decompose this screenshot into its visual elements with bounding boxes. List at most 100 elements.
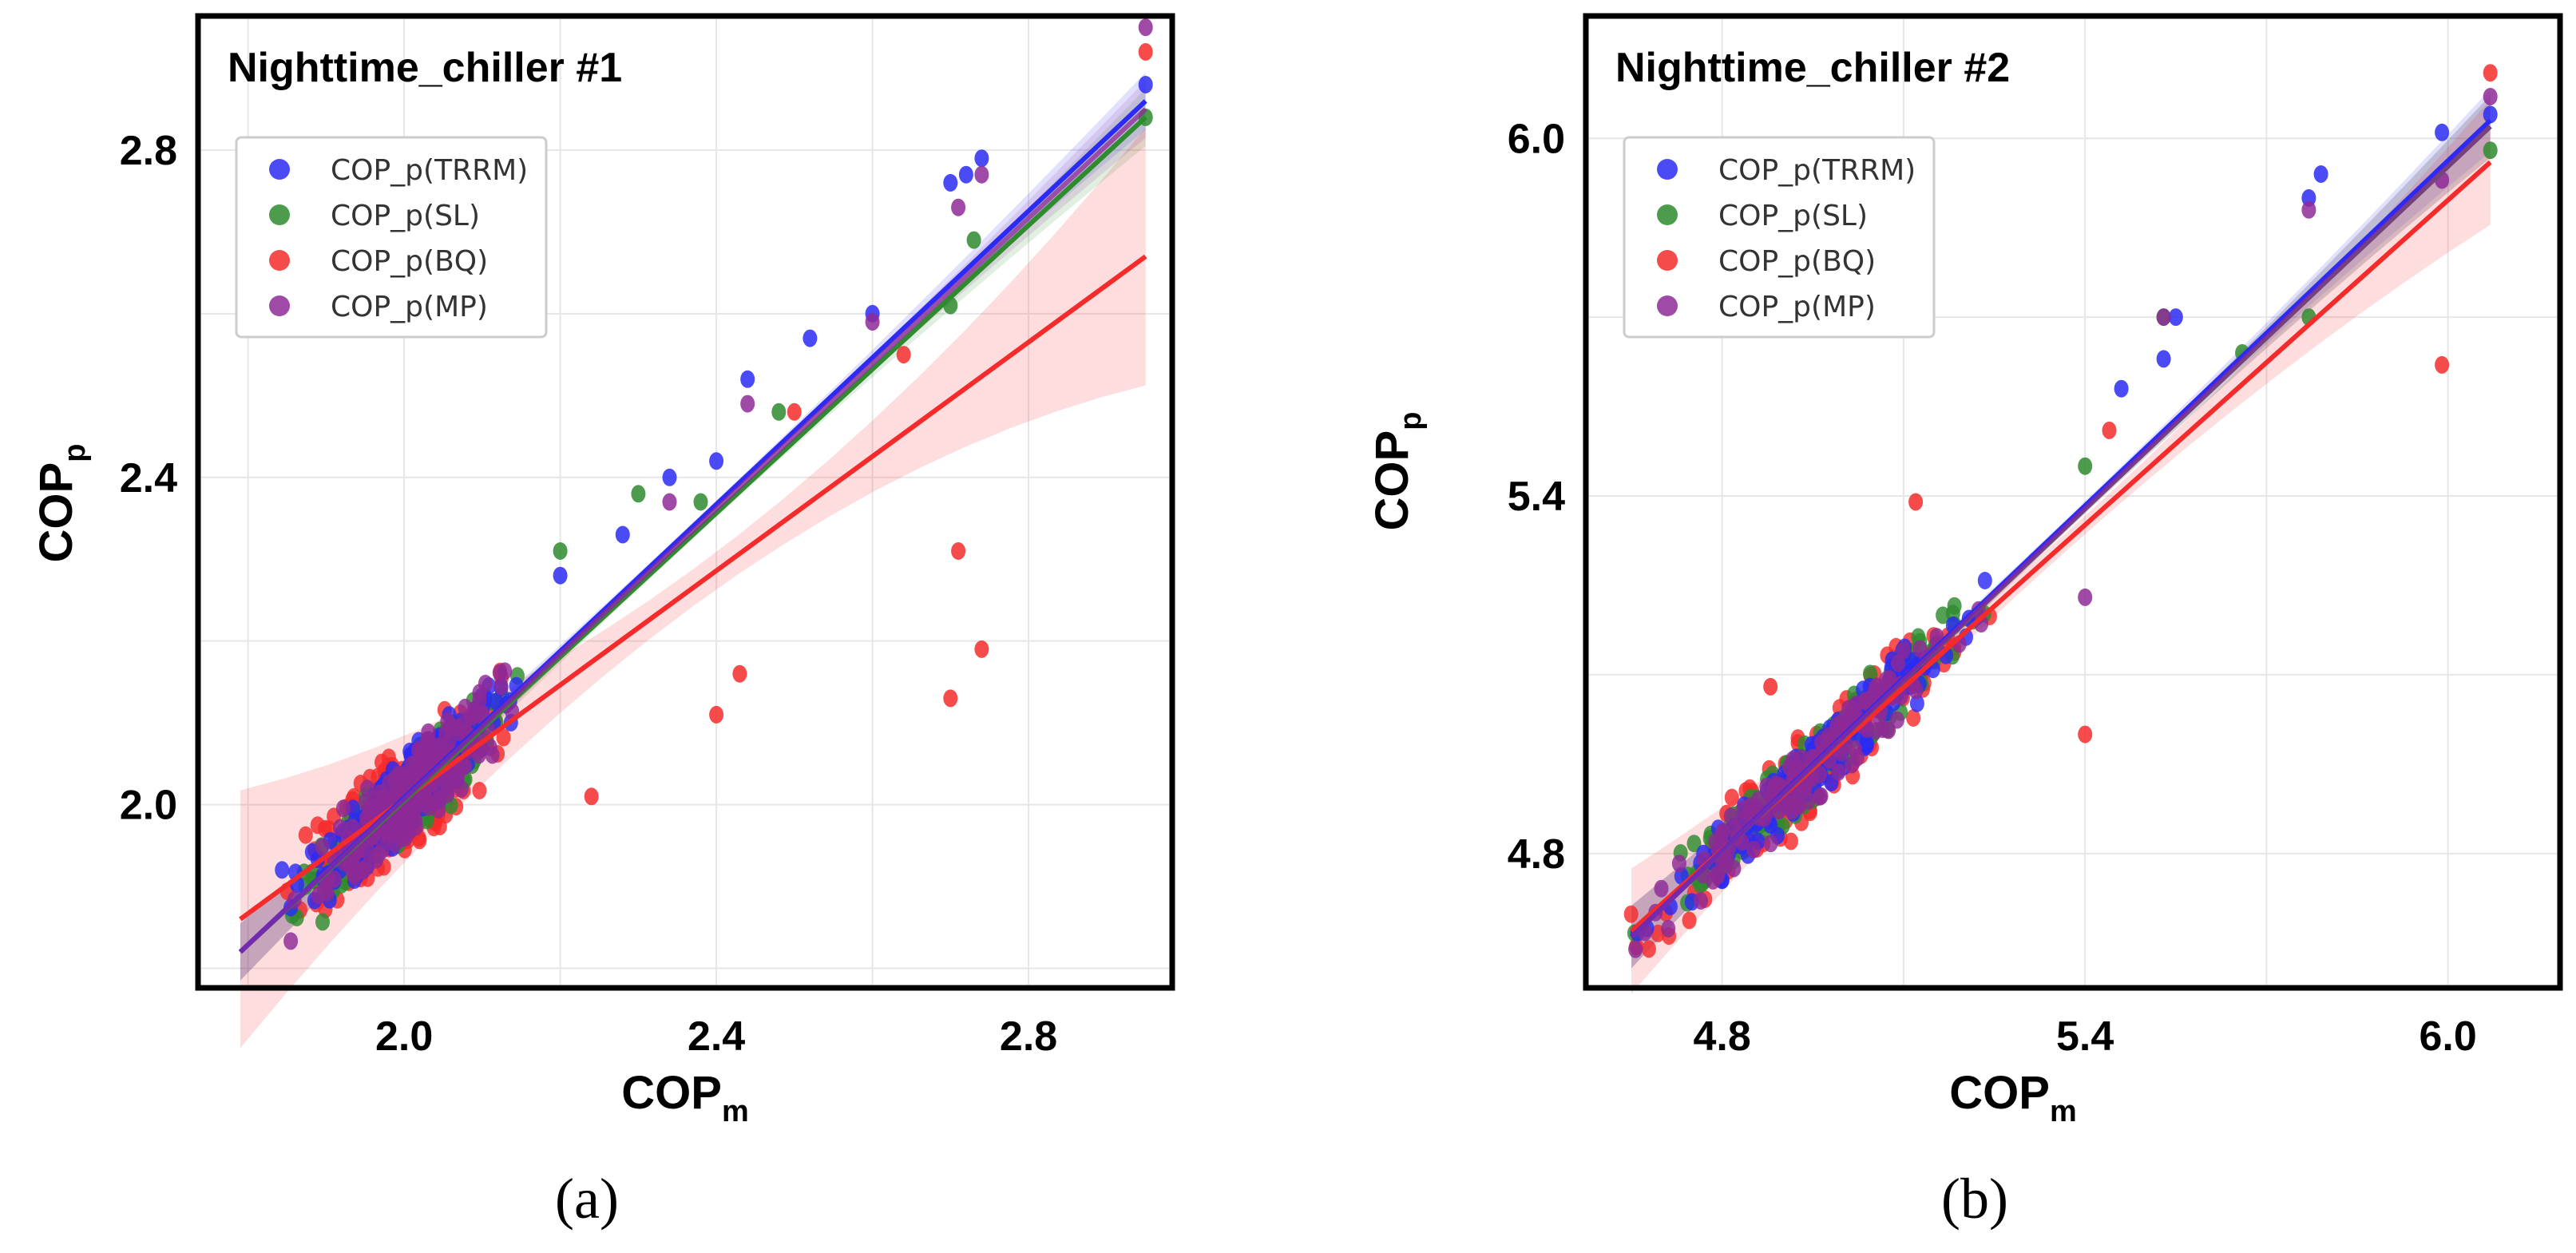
legend-marker-trrm [269, 159, 290, 180]
x-axis-label-sub-b: m [2050, 1095, 2077, 1128]
legend-marker-bq [1657, 250, 1678, 271]
point-mp [2301, 200, 2316, 219]
point-bq [974, 640, 989, 658]
point-mp [1138, 18, 1153, 37]
point-trrm [2156, 350, 2171, 368]
point-mp [332, 819, 347, 837]
point-mp [442, 732, 457, 750]
point-mp [1751, 791, 1766, 809]
point-bq [1138, 43, 1153, 61]
point-trrm [2313, 165, 2328, 183]
point-mp [1654, 879, 1669, 898]
point-mp [1763, 835, 1778, 853]
fit-line-mp [1629, 125, 2492, 939]
point-sl [2078, 457, 2093, 475]
point-mp [1868, 681, 1882, 700]
panel-title-a: Nighttime_chiller #1 [228, 45, 622, 91]
point-sl [693, 493, 708, 511]
chart-panel-b: Nighttime_chiller #2 COP_p(TRRM) COP_p(SL… [1288, 0, 2576, 1253]
point-mp [408, 754, 423, 772]
point-mp [335, 799, 351, 818]
legend-marker-mp [269, 295, 290, 316]
plot-frame-b [1583, 13, 2563, 991]
point-mp [375, 841, 390, 859]
legend-marker-sl [1657, 204, 1678, 225]
y-tick-label: 2.4 [120, 455, 177, 502]
point-trrm [974, 149, 989, 168]
point-mp [416, 788, 430, 807]
legend-label-trrm: COP_p(TRRM) [1718, 154, 1916, 187]
legend-label-sl: COP_p(SL) [1718, 200, 1868, 232]
point-mp [478, 674, 493, 692]
point-mp [317, 882, 331, 900]
point-bq [943, 689, 958, 708]
point-trrm [943, 173, 958, 192]
point-mp [1858, 692, 1873, 710]
point-mp [385, 815, 400, 833]
point-mp [327, 870, 342, 888]
point-mp [482, 738, 497, 756]
scatter-plot-b: Nighttime_chiller #2 COP_p(TRRM) COP_p(SL… [1366, 13, 2563, 1231]
x-axis-label-sub-a: m [722, 1095, 749, 1128]
y-tick-labels-a: 2.0 2.4 2.8 [120, 128, 177, 829]
panel-title-b: Nighttime_chiller #2 [1615, 45, 2010, 91]
point-mp [1785, 751, 1801, 769]
point-mp [315, 838, 330, 856]
point-bq [2078, 725, 2093, 743]
x-tick-label: 4.8 [1694, 1013, 1751, 1060]
point-mp [1813, 787, 1828, 806]
y-tick-label: 6.0 [1508, 116, 1565, 162]
y-axis-label-main-b: COP [1366, 430, 1418, 531]
point-bq [732, 664, 747, 683]
point-trrm [958, 165, 973, 184]
chart-panel-a: Nighttime_chiller #1 COP_p(TRRM) COP_p(SL… [30, 13, 1175, 1231]
x-axis-label-b: COPm [1949, 1067, 2076, 1128]
point-sl [631, 485, 646, 503]
x-tick-labels-a: 2.0 2.4 2.8 [375, 1013, 1057, 1060]
point-bq [472, 782, 487, 799]
point-mp [458, 757, 472, 775]
legend-label-mp: COP_p(MP) [1718, 291, 1876, 323]
panel-caption-a: (a) [555, 1167, 619, 1231]
point-trrm [803, 329, 818, 347]
point-trrm [1977, 572, 1992, 589]
point-mp [2483, 88, 2498, 105]
point-sl [315, 913, 330, 931]
legend-a: COP_p(TRRM) COP_p(SL) COP_p(BQ) COP_p(MP) [235, 136, 548, 339]
point-sl [2483, 141, 2498, 160]
point-sl [553, 542, 568, 560]
y-axis-label-main-a: COP [30, 462, 82, 563]
point-bq [496, 728, 511, 747]
point-mp [1746, 840, 1761, 858]
legend-label-mp: COP_p(MP) [331, 291, 488, 323]
point-mp [1814, 734, 1829, 752]
point-bq [1763, 677, 1778, 696]
point-mp [865, 313, 880, 331]
point-bq [709, 705, 724, 724]
x-tick-labels-b: 4.8 5.4 6.0 [1694, 1013, 2477, 1060]
point-mp [1849, 748, 1865, 767]
point-bq [951, 542, 966, 560]
point-mp [440, 712, 455, 730]
legend-box [235, 136, 548, 339]
x-tick-label: 5.4 [2056, 1013, 2114, 1060]
point-mp [1813, 765, 1828, 783]
x-axis-label-main-b: COP [1949, 1067, 2050, 1119]
point-trrm [615, 525, 630, 544]
legend-marker-trrm [1657, 159, 1678, 180]
point-mp [1769, 775, 1783, 794]
point-bq [2435, 355, 2450, 374]
point-trrm [2168, 308, 2183, 327]
point-mp [397, 775, 412, 793]
point-mp [1671, 854, 1686, 873]
point-bq [1682, 911, 1697, 930]
point-mp [1694, 892, 1708, 910]
point-mp [1710, 865, 1724, 883]
point-mp [1891, 654, 1905, 672]
y-axis-label-sub-a: p [58, 444, 92, 462]
point-sl [1936, 606, 1951, 625]
point-mp [740, 395, 755, 413]
point-bq [298, 826, 313, 844]
point-mp [356, 862, 371, 880]
point-bq [1724, 788, 1739, 807]
